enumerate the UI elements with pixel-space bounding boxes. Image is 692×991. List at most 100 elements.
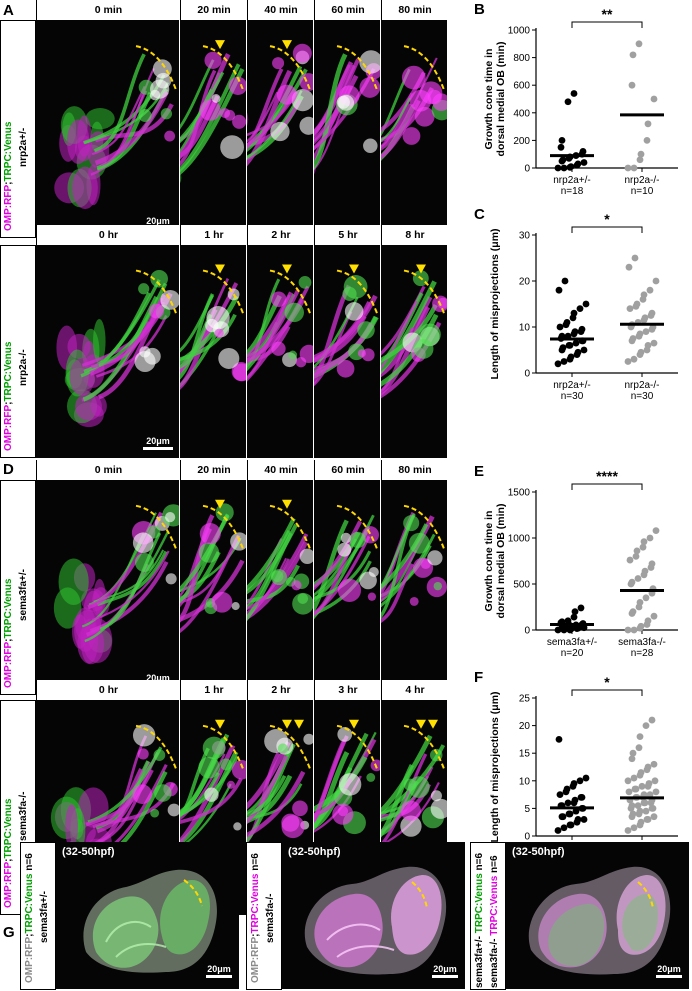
- arrowhead: [282, 499, 292, 509]
- micrograph-d-1: [180, 480, 246, 695]
- data-point: [566, 810, 574, 818]
- arrowhead: [416, 719, 426, 729]
- data-point: [642, 594, 650, 602]
- g2-scalebar: 20μm: [432, 964, 458, 978]
- y-tick-label: 25: [519, 694, 531, 705]
- micrograph-a2-2: [247, 245, 313, 458]
- y-tick-label: 5: [524, 804, 530, 815]
- significance-label: *: [604, 211, 610, 227]
- arrowhead: [416, 264, 426, 274]
- data-point: [648, 716, 656, 724]
- data-point: [629, 749, 637, 757]
- y-axis-label: Growth cone time in: [483, 511, 495, 612]
- micrograph-a2-4: [381, 245, 447, 458]
- time-header-a-1: 20 min: [180, 0, 247, 20]
- g3-line2: sema3fa-/- TRPC:Venus n=6: [489, 855, 500, 988]
- y-tick-label: 400: [513, 108, 530, 119]
- data-point: [624, 164, 632, 172]
- category-label: nrp2a-/-: [624, 380, 659, 391]
- data-point: [642, 722, 650, 729]
- data-point: [636, 599, 644, 606]
- data-point: [652, 527, 660, 535]
- time-header-a2-3: 5 hr: [314, 225, 381, 245]
- row-a2-side: OMP:RFP;TRPC:Venus nrp2a-/-: [0, 245, 36, 458]
- g2-render: (32-50hpf) 20μm: [282, 842, 465, 989]
- micrograph-svg: [54, 45, 177, 210]
- data-point: [563, 785, 571, 793]
- category-label: nrp2a-/-: [624, 175, 659, 186]
- data-point: [650, 95, 658, 103]
- data-point: [640, 538, 648, 546]
- data-point: [639, 543, 647, 551]
- data-point: [572, 339, 580, 347]
- data-point: [556, 791, 564, 798]
- data-point: [564, 617, 572, 625]
- data-point: [555, 286, 563, 294]
- g3-render: (32-50hpf) 20μm: [506, 842, 689, 989]
- significance-label: **: [602, 6, 613, 22]
- micrograph-a-1: [180, 20, 246, 238]
- micrograph-svg: [314, 504, 380, 620]
- data-point: [558, 137, 566, 144]
- micrograph-a2-0: 20μm: [36, 245, 179, 458]
- micrograph-d-3: [314, 480, 380, 695]
- data-point: [578, 325, 586, 333]
- panel-label-d: D: [3, 461, 14, 478]
- time-header-a2-1: 1 hr: [180, 225, 247, 245]
- arrowhead: [215, 264, 225, 274]
- data-point: [580, 159, 588, 166]
- data-point: [636, 807, 644, 815]
- micrograph-svg: [180, 40, 246, 184]
- y-tick-label: 200: [513, 136, 530, 147]
- data-point: [637, 818, 645, 826]
- y-axis-label: Length of misprojections (μm): [489, 228, 501, 379]
- data-point: [625, 263, 633, 271]
- data-point: [645, 780, 653, 787]
- data-point: [637, 769, 645, 776]
- micrograph-svg: [381, 264, 447, 399]
- data-point: [624, 827, 632, 834]
- arrowhead: [294, 719, 304, 729]
- data-point: [650, 339, 658, 347]
- data-point: [633, 300, 641, 308]
- micrograph-a2-1: [180, 245, 246, 458]
- n-label: n=30: [561, 391, 584, 402]
- row-a-marker: OMP:RFP;TRPC:Venus: [3, 121, 14, 231]
- data-point: [571, 608, 579, 615]
- g3-time: (32-50hpf): [512, 846, 565, 858]
- row-d-genotype: sema3fa+/-: [18, 569, 29, 621]
- data-point: [626, 305, 634, 312]
- micrograph-svg: [247, 719, 313, 844]
- data-point: [644, 816, 652, 823]
- chart-svg: E 0 500 1000 1500 Growth cone time in dorsal m…: [474, 463, 678, 659]
- data-point: [640, 791, 648, 798]
- panel-label-a: A: [3, 2, 14, 19]
- data-point: [644, 342, 652, 349]
- data-point: [641, 799, 649, 807]
- data-point: [559, 813, 567, 821]
- n-label: n=30: [631, 391, 654, 402]
- data-point: [644, 617, 652, 625]
- y-tick-label: 20: [519, 721, 531, 732]
- micrograph-svg: [381, 504, 447, 624]
- data-point: [628, 81, 636, 89]
- y-tick-label: 15: [519, 749, 531, 760]
- n-label: n=20: [561, 648, 584, 659]
- category-label: sema3fa-/-: [618, 637, 666, 648]
- data-point: [634, 802, 642, 810]
- data-point: [554, 360, 562, 368]
- category-label: nrp2a+/-: [553, 380, 591, 391]
- g2-time: (32-50hpf): [288, 846, 341, 858]
- time-header-a2-2: 2 hr: [247, 225, 314, 245]
- micrograph-a-0: 20μm: [36, 20, 179, 238]
- data-point: [574, 160, 582, 168]
- g1-render: (32-50hpf) 20μm: [56, 842, 239, 989]
- data-point: [636, 156, 644, 164]
- row-a2-genotype: nrp2a-/-: [18, 349, 29, 386]
- significance-label: ****: [596, 468, 618, 484]
- y-tick-label: 600: [513, 81, 530, 92]
- data-point: [629, 608, 637, 615]
- time-header-d-1: 20 min: [180, 460, 247, 480]
- micrograph-svg: [180, 719, 246, 850]
- data-point: [571, 328, 579, 335]
